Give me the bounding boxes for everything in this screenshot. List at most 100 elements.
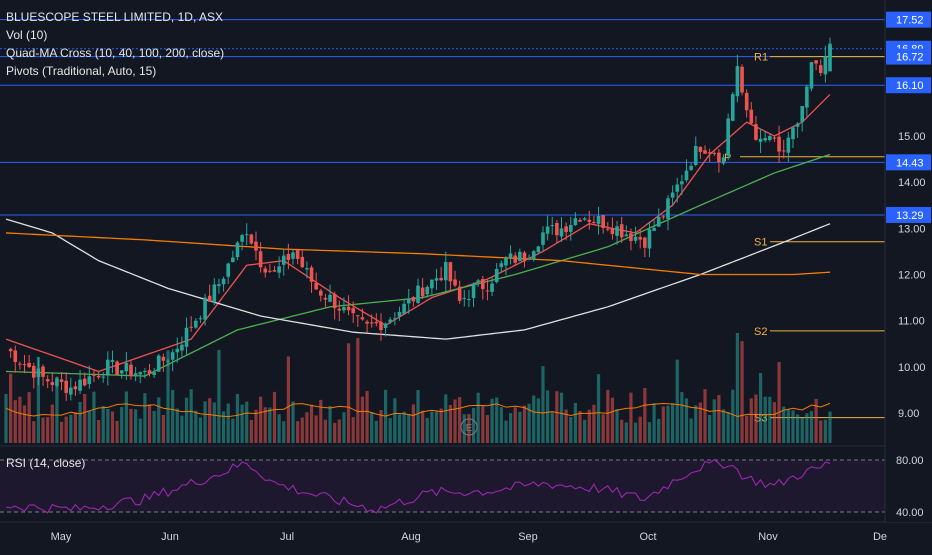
chart-legend: BLUESCOPE STEEL LIMITED, 1D, ASX Vol (10…: [6, 8, 224, 80]
candle-body: [684, 170, 689, 181]
volume-bar: [471, 407, 476, 443]
volume-bar: [319, 399, 323, 443]
candle-body: [633, 236, 638, 241]
volume-bar: [286, 356, 290, 443]
candle-body: [323, 297, 328, 300]
volume-bar: [522, 405, 527, 443]
candle-body: [712, 152, 717, 154]
candle-body: [217, 284, 221, 287]
candle-body: [527, 257, 531, 260]
candle-body: [670, 192, 675, 198]
volume-bar: [592, 404, 596, 443]
volume-bar: [69, 414, 73, 443]
candle-body: [277, 266, 281, 273]
volume-bar: [758, 373, 763, 443]
rsi-band: [0, 460, 885, 512]
candle-body: [601, 215, 605, 229]
candle-body: [698, 146, 703, 152]
candle-body: [550, 225, 555, 227]
volume-bar: [143, 393, 147, 443]
volume-bar: [768, 396, 772, 443]
symbol-title[interactable]: BLUESCOPE STEEL LIMITED, 1D, ASX: [6, 10, 223, 24]
candle-body: [457, 286, 462, 301]
candle-body: [781, 150, 786, 152]
volume-bar: [291, 401, 295, 443]
volume-bar: [624, 422, 628, 443]
quad-ma-indicator-label[interactable]: Quad-MA Cross (10, 40, 100, 200, close): [6, 46, 225, 60]
volume-bar: [513, 407, 517, 443]
candle-body: [471, 283, 476, 298]
volume-bar: [476, 392, 480, 443]
candle-body: [244, 234, 249, 236]
volume-bar: [18, 396, 22, 443]
pivots-indicator-label[interactable]: Pivots (Traditional, Auto, 15): [6, 64, 157, 78]
volume-bar: [666, 405, 670, 443]
candle-body: [675, 184, 680, 192]
candle-body: [689, 165, 693, 170]
rsi-indicator-label[interactable]: RSI (14, close): [6, 456, 86, 470]
rsi-pane: [0, 445, 932, 523]
candle-body: [555, 222, 559, 236]
candle-body: [226, 263, 231, 277]
volume-bar: [184, 397, 189, 443]
volume-bar: [661, 406, 665, 443]
candle-body: [703, 150, 707, 154]
candle-body: [605, 228, 610, 230]
volume-bar: [296, 421, 300, 443]
volume-bar: [675, 359, 679, 443]
volume-bar: [101, 406, 105, 443]
volume-bar: [22, 405, 27, 443]
volume-bar: [411, 404, 415, 443]
candle-body: [763, 137, 767, 141]
candle-body: [101, 376, 106, 378]
candle-body: [647, 229, 652, 249]
candle-body: [828, 43, 832, 72]
volume-bar: [527, 403, 531, 443]
candle-body: [184, 327, 189, 347]
candle-body: [18, 363, 22, 365]
vol-indicator-label[interactable]: Vol (10): [6, 28, 48, 42]
volume-bar: [407, 414, 411, 443]
volume-bar: [32, 421, 36, 443]
candle-body: [420, 287, 425, 297]
volume-bar: [157, 397, 161, 443]
volume-bar: [152, 410, 156, 443]
candle-body: [448, 262, 453, 282]
candle-body: [735, 66, 740, 97]
volume-bar: [120, 407, 124, 443]
volume-bar: [703, 389, 707, 443]
ma-line-ma10: [5, 93, 831, 373]
candle-body: [240, 235, 244, 242]
price-tag: [886, 77, 931, 94]
candle-body: [207, 295, 212, 302]
candle-body: [110, 360, 115, 362]
candle-body: [31, 365, 36, 378]
candle-body: [119, 370, 124, 374]
candle-body: [809, 62, 814, 89]
volume-bar: [323, 419, 328, 443]
candle-body: [559, 228, 564, 237]
volume-bar: [490, 398, 494, 443]
candle-body: [730, 94, 735, 121]
ma-line-ma200: [5, 232, 831, 276]
volume-bar: [458, 397, 462, 443]
volume-bar: [809, 411, 814, 443]
candle-body: [360, 317, 365, 320]
volume-bar: [828, 411, 832, 443]
volume-bar: [504, 420, 508, 443]
candle-body: [638, 236, 643, 240]
candle-body: [346, 306, 351, 311]
volume-bar: [198, 417, 203, 443]
candle-body: [795, 123, 800, 127]
volume-ma-line: [5, 402, 831, 418]
volume-bar: [416, 389, 420, 443]
candle-body: [666, 198, 670, 219]
volume-bar: [495, 397, 499, 443]
volume-bar: [147, 404, 152, 443]
volume-bar: [272, 391, 277, 443]
candle-body: [541, 232, 545, 245]
candle-body: [27, 362, 31, 368]
volume-bar: [684, 398, 689, 443]
